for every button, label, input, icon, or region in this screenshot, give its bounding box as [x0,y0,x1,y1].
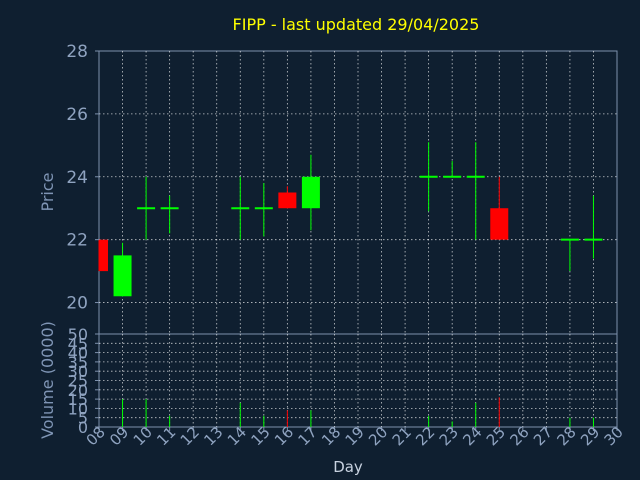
volume-tick-label: 45 [68,334,88,353]
candle-15 [254,183,273,237]
volume-tick-label: 30 [68,362,88,381]
candle-08 [98,239,108,272]
price-tick-label: 20 [66,294,88,314]
volume-tick-label: 10 [68,399,88,418]
volume-tick-label: 5 [78,409,88,428]
volume-tick-label: 50 [68,325,88,344]
candle-16 [278,186,297,209]
price-tick-label: 22 [66,231,88,251]
price-tick-label: 26 [66,105,88,125]
chart-title: FIPP - last updated 29/04/2025 [233,15,480,34]
volume-tick-label: 25 [68,372,88,391]
candle-body [99,239,108,272]
candle-10 [137,176,156,240]
candle-body [301,176,320,209]
price-axis-label: Price [38,172,57,211]
price-tick-label: 28 [66,42,88,62]
candle-24 [466,142,485,240]
candle-body [278,192,297,209]
volume-tick-label: 15 [68,390,88,409]
candle-25 [490,176,509,240]
candle-11 [160,195,179,234]
volume-tick-label: 20 [68,381,88,400]
candle-17 [301,154,320,231]
volume-tick-label: 0 [78,418,88,437]
volume-tick-label: 35 [68,353,88,372]
candle-23 [443,161,462,178]
ticks-layer: 2022242628051015202530354045500809101112… [66,42,626,449]
candle-body [113,255,132,297]
candle-09 [113,242,132,297]
candle-29 [584,195,603,259]
marks-layer [98,142,603,427]
volume-axis-label: Volume (0000) [38,321,57,439]
volume-tick-label: 40 [68,344,88,363]
candle-14 [231,176,250,240]
candle-body [490,208,509,240]
candle-22 [419,142,438,212]
price-tick-label: 24 [66,168,88,188]
x-axis-label: Day [333,458,363,476]
candle-28 [560,238,579,272]
grid-layer [98,50,618,428]
